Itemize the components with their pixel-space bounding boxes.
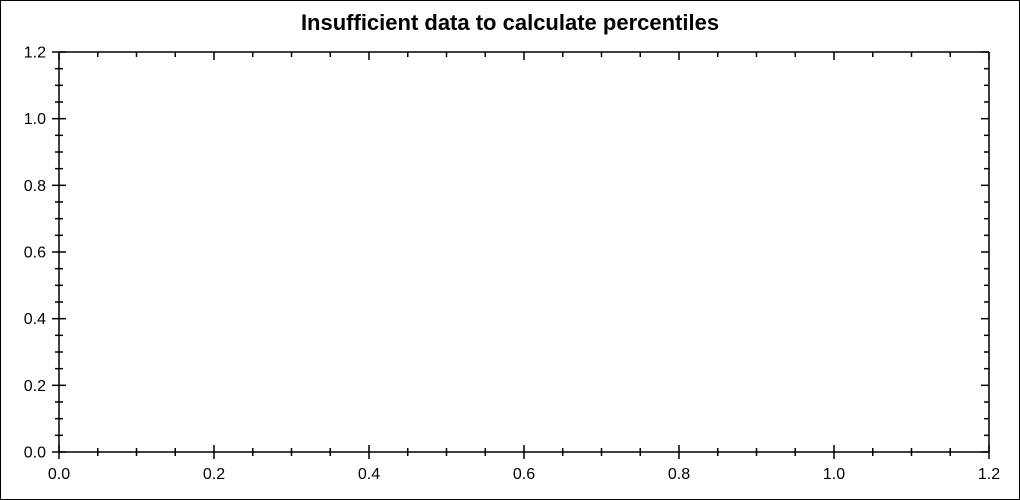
y-tick-label: 1.2 — [24, 45, 46, 62]
x-tick-label: 0.6 — [513, 466, 535, 483]
x-tick-label: 1.2 — [978, 466, 1000, 483]
y-tick-label: 0.8 — [24, 178, 46, 195]
y-tick-label: 1.0 — [24, 111, 46, 128]
chart-title: Insufficient data to calculate percentil… — [300, 10, 720, 35]
x-tick-label: 0.0 — [48, 466, 70, 483]
y-tick-label: 0.6 — [24, 245, 46, 262]
y-tick-label: 0.2 — [24, 378, 46, 395]
x-tick-label: 0.8 — [668, 466, 690, 483]
x-tick-label: 0.4 — [358, 466, 380, 483]
y-tick-label: 0.0 — [24, 445, 46, 462]
x-tick-label: 1.0 — [823, 466, 845, 483]
x-tick-label: 0.2 — [203, 466, 225, 483]
y-tick-label: 0.4 — [24, 311, 46, 328]
